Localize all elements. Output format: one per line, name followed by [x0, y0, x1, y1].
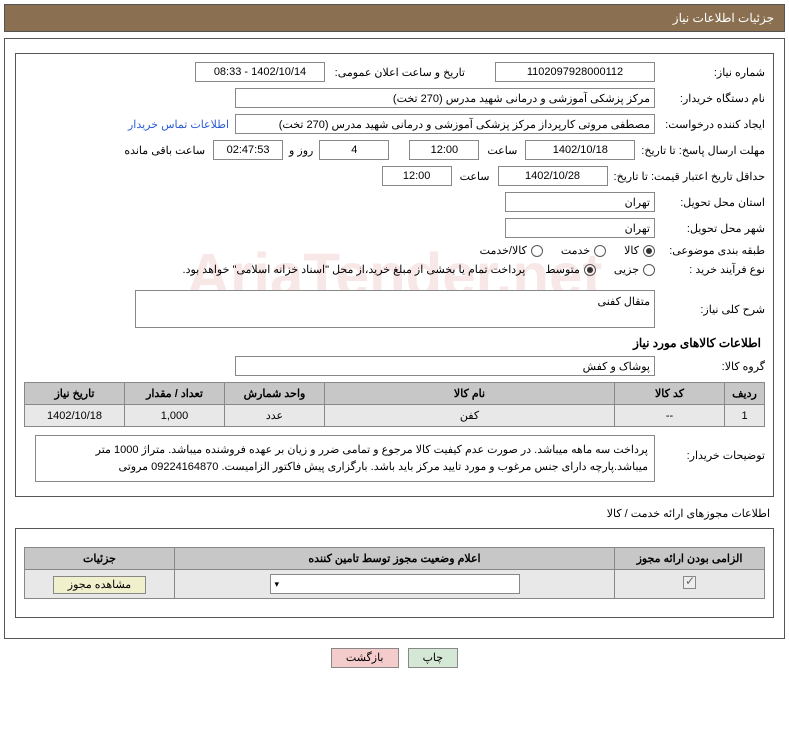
col-row: ردیف — [725, 383, 765, 405]
table-row: 1 -- کفن عدد 1,000 1402/10/18 — [25, 405, 765, 427]
radio-label: جزیی — [614, 263, 639, 276]
page-header: جزئیات اطلاعات نیاز — [4, 4, 785, 32]
deadline-time: 12:00 — [409, 140, 479, 160]
col-status: اعلام وضعیت مجوز توسط تامین کننده — [175, 548, 615, 570]
purchase-type-option-minor[interactable]: جزیی — [614, 263, 655, 276]
requester-label: ایجاد کننده درخواست: — [655, 118, 765, 131]
radio-icon — [643, 264, 655, 276]
buyer-contact-link[interactable]: اطلاعات تماس خریدار — [128, 118, 229, 131]
license-row: ▾ مشاهده مجوز — [25, 570, 765, 599]
col-date: تاریخ نیاز — [25, 383, 125, 405]
delivery-province-label: استان محل تحویل: — [655, 196, 765, 209]
goods-info-title: اطلاعات کالاهای مورد نیاز — [28, 336, 761, 350]
col-code: کد کالا — [615, 383, 725, 405]
announce-label: تاریخ و ساعت اعلان عمومی: — [325, 66, 465, 79]
purchase-type-group: جزیی متوسط — [545, 263, 655, 276]
col-details: جزئیات — [25, 548, 175, 570]
view-license-button[interactable]: مشاهده مجوز — [53, 576, 146, 594]
status-dropdown[interactable]: ▾ — [270, 574, 520, 594]
deadline-time-label: ساعت — [487, 144, 517, 157]
radio-label: کالا — [624, 244, 639, 257]
cell-mandatory — [615, 570, 765, 599]
deadline-days-label: روز و — [289, 144, 313, 157]
buyer-notes-value: پرداخت سه ماهه میباشد. در صورت عدم کیفیت… — [35, 435, 655, 482]
deadline-days: 4 — [319, 140, 389, 160]
purchase-type-label: نوع فرآیند خرید : — [655, 263, 765, 276]
cell-qty: 1,000 — [125, 405, 225, 427]
back-button[interactable]: بازگشت — [331, 648, 399, 668]
buyer-org-label: نام دستگاه خریدار: — [655, 92, 765, 105]
announce-value: 1402/10/14 - 08:33 — [195, 62, 325, 82]
print-button[interactable]: چاپ — [408, 648, 459, 668]
page-title: جزئیات اطلاعات نیاز — [673, 11, 774, 25]
min-validity-label: حداقل تاریخ اعتبار قیمت: تا تاریخ: — [608, 170, 765, 183]
need-number-value: 1102097928000112 — [495, 62, 655, 82]
cell-status: ▾ — [175, 570, 615, 599]
mandatory-checkbox — [683, 576, 696, 589]
col-name: نام کالا — [325, 383, 615, 405]
details-fieldset: AriaTender.net شماره نیاز: 1102097928000… — [15, 53, 774, 497]
min-validity-time-label: ساعت — [460, 170, 490, 183]
radio-label: خدمت — [561, 244, 590, 257]
radio-label: متوسط — [545, 263, 580, 276]
cell-code: -- — [615, 405, 725, 427]
cell-details: مشاهده مجوز — [25, 570, 175, 599]
min-validity-date: 1402/10/28 — [498, 166, 608, 186]
radio-icon — [594, 245, 606, 257]
deadline-countdown: 02:47:53 — [213, 140, 283, 160]
subject-class-group: کالا خدمت کالا/خدمت — [480, 244, 655, 257]
cell-date: 1402/10/18 — [25, 405, 125, 427]
col-unit: واحد شمارش — [225, 383, 325, 405]
buyer-notes-label: توضیحات خریدار: — [655, 435, 765, 462]
buyer-org-value: مرکز پزشکی آموزشی و درمانی شهید مدرس (27… — [235, 88, 655, 108]
overall-desc-label: شرح کلی نیاز: — [655, 303, 765, 316]
deadline-date: 1402/10/18 — [525, 140, 635, 160]
purchase-type-note: پرداخت تمام یا بخشی از مبلغ خرید،از محل … — [183, 263, 526, 276]
cell-unit: عدد — [225, 405, 325, 427]
subject-class-label: طبقه بندی موضوعی: — [655, 244, 765, 257]
col-qty: تعداد / مقدار — [125, 383, 225, 405]
main-panel: AriaTender.net شماره نیاز: 1102097928000… — [4, 38, 785, 639]
license-section-title: اطلاعات مجوزهای ارائه خدمت / کالا — [19, 507, 770, 520]
need-number-label: شماره نیاز: — [655, 66, 765, 79]
overall-desc-value: متقال کفنی — [135, 290, 655, 328]
delivery-province-value: تهران — [505, 192, 655, 212]
goods-group-value: پوشاک و کفش — [235, 356, 655, 376]
radio-label: کالا/خدمت — [480, 244, 527, 257]
radio-icon — [584, 264, 596, 276]
goods-table: ردیف کد کالا نام کالا واحد شمارش تعداد /… — [24, 382, 765, 427]
min-validity-time: 12:00 — [382, 166, 452, 186]
table-header-row: ردیف کد کالا نام کالا واحد شمارش تعداد /… — [25, 383, 765, 405]
license-fieldset: الزامی بودن ارائه مجوز اعلام وضعیت مجوز … — [15, 528, 774, 618]
radio-icon — [643, 245, 655, 257]
deadline-label: مهلت ارسال پاسخ: تا تاریخ: — [635, 144, 765, 157]
delivery-city-value: تهران — [505, 218, 655, 238]
radio-icon — [531, 245, 543, 257]
subject-class-option-both[interactable]: کالا/خدمت — [480, 244, 543, 257]
requester-value: مصطفی مروتی کارپرداز مرکز پزشکی آموزشی و… — [235, 114, 655, 134]
cell-name: کفن — [325, 405, 615, 427]
chevron-down-icon: ▾ — [275, 579, 280, 590]
footer-buttons: چاپ بازگشت — [0, 643, 789, 676]
goods-group-label: گروه کالا: — [655, 360, 765, 373]
subject-class-option-goods[interactable]: کالا — [624, 244, 655, 257]
cell-row: 1 — [725, 405, 765, 427]
col-mandatory: الزامی بودن ارائه مجوز — [615, 548, 765, 570]
license-table: الزامی بودن ارائه مجوز اعلام وضعیت مجوز … — [24, 547, 765, 599]
delivery-city-label: شهر محل تحویل: — [655, 222, 765, 235]
purchase-type-option-medium[interactable]: متوسط — [545, 263, 596, 276]
license-header-row: الزامی بودن ارائه مجوز اعلام وضعیت مجوز … — [25, 548, 765, 570]
subject-class-option-service[interactable]: خدمت — [561, 244, 606, 257]
deadline-remain-label: ساعت باقی مانده — [124, 144, 205, 157]
